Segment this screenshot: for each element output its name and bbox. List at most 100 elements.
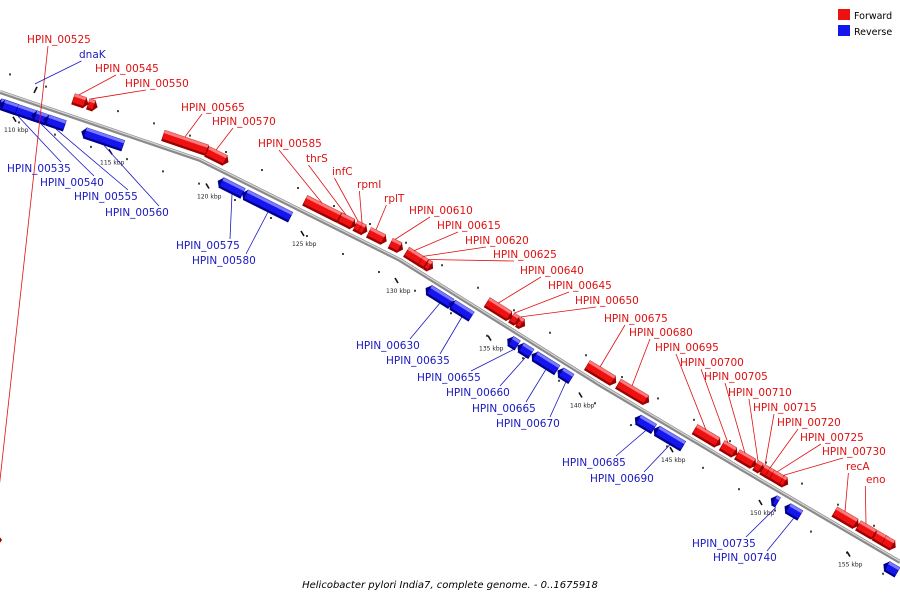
leader-hpin-00535 [17,115,62,163]
gene-label-eno[interactable]: eno [866,474,886,486]
gene-block-hpin-00735[interactable] [768,494,781,508]
gene-block-hpin-00740[interactable] [782,502,804,521]
gene-label-hpin-00695[interactable]: HPIN_00695 [655,342,719,354]
gene-label-dnak[interactable]: dnaK [79,49,107,61]
tick-label: 110 kbp [4,127,29,134]
gene-block-hpin-00545[interactable] [71,93,91,110]
legend: Forward Reverse [838,9,892,38]
gene-label-hpin-00730[interactable]: HPIN_00730 [822,446,886,458]
leader-hpin-00720 [769,428,799,469]
tick-mark [487,335,492,342]
gene-block-hpin-00570[interactable] [204,146,231,168]
gene-block[interactable] [881,560,900,578]
gene-block-hpin-00695[interactable] [691,424,723,450]
gene-block-hpin-00640[interactable] [483,297,515,323]
gene-label-hpin-00715[interactable]: HPIN_00715 [753,402,817,414]
gene-label-hpin-00725[interactable]: HPIN_00725 [800,432,864,444]
gene-block-hpin-00655[interactable] [504,334,521,351]
gene-block-hpin-00635[interactable] [446,298,475,322]
gene-label-hpin-00705[interactable]: HPIN_00705 [704,371,768,383]
gene-label-hpin-00560[interactable]: HPIN_00560 [105,207,169,219]
gene-label-rpmi[interactable]: rpmI [357,179,381,191]
gene-block-hpin-00565[interactable] [161,129,212,157]
gene-block-hpin-00610[interactable] [387,237,405,254]
gene-label-hpin-00550[interactable]: HPIN_00550 [125,78,189,90]
gene-block-hpin-00620[interactable] [417,255,432,271]
gene-block[interactable] [0,99,19,116]
legend-reverse-swatch [838,25,850,36]
gene-label-hpin-00700[interactable]: HPIN_00700 [680,357,744,369]
gene-label-hpin-00735[interactable]: HPIN_00735 [692,538,756,550]
gene-label-hpin-00685[interactable]: HPIN_00685 [562,457,626,469]
gene-label-hpin-00545[interactable]: HPIN_00545 [95,63,159,75]
gene-block-hpin-00650[interactable] [514,316,528,331]
leader-dnak [34,60,82,85]
gene-block-hpin-00660[interactable] [515,341,535,360]
gene-label-hpin-00690[interactable]: HPIN_00690 [590,473,654,485]
gene-label-hpin-00635[interactable]: HPIN_00635 [386,355,450,367]
gene-label-hpin-00655[interactable]: HPIN_00655 [417,372,481,384]
gene-block-hpin-00525[interactable] [0,535,2,546]
gene-block-hpin-00705[interactable] [734,449,759,471]
gene-block-hpin-00580[interactable] [240,188,294,223]
gene-label-reca[interactable]: recA [846,461,870,473]
gene-label-hpin-00525[interactable]: HPIN_00525 [27,34,91,46]
scale-dot [45,85,47,88]
gene-label-thrs[interactable]: thrS [306,153,328,165]
gene-block-hpin-00685[interactable] [632,413,657,435]
gene-label-hpin-00615[interactable]: HPIN_00615 [437,220,501,232]
gene-block-hpin-00555[interactable] [42,114,67,132]
gene-block-hpin-00665[interactable] [529,350,561,376]
gene-label-infc[interactable]: infC [332,166,353,178]
scale-dot [873,524,875,527]
gene-label-hpin-00710[interactable]: HPIN_00710 [728,387,792,399]
gene-label-hpin-00610[interactable]: HPIN_00610 [409,205,473,217]
gene-label-hpin-00535[interactable]: HPIN_00535 [7,163,71,175]
leader-hpin-00555 [55,128,129,191]
gene-block[interactable] [880,535,899,553]
gene-label-hpin-00650[interactable]: HPIN_00650 [575,295,639,307]
gene-block-rplt[interactable] [365,227,389,247]
gene-block-dnak[interactable] [33,86,38,94]
gene-label-hpin-00630[interactable]: HPIN_00630 [356,340,420,352]
gene-block-thrs[interactable] [336,212,358,231]
scale-dot [261,169,263,171]
gene-label-hpin-00620[interactable]: HPIN_00620 [465,235,529,247]
gene-label-hpin-00565[interactable]: HPIN_00565 [181,102,245,114]
leader-hpin-00630 [409,302,441,340]
gene-block-hpin-00680[interactable] [615,378,652,407]
gene-block-hpin-00700[interactable] [718,440,740,460]
gene-label-hpin-00625[interactable]: HPIN_00625 [493,249,557,261]
gene-label-hpin-00555[interactable]: HPIN_00555 [74,191,138,203]
gene-label-hpin-00570[interactable]: HPIN_00570 [212,116,276,128]
gene-label-hpin-00580[interactable]: HPIN_00580 [192,255,256,267]
tick-label: 155 kbp [838,562,863,569]
gene-block-hpin-00625[interactable] [422,259,436,274]
gene-label-hpin-00720[interactable]: HPIN_00720 [777,417,841,429]
gene-block-hpin-00690[interactable] [651,424,687,452]
gene-block-hpin-00670[interactable] [555,366,575,385]
gene-label-hpin-00740[interactable]: HPIN_00740 [713,552,777,564]
gene-label-hpin-00540[interactable]: HPIN_00540 [40,177,104,189]
gene-label-hpin-00665[interactable]: HPIN_00665 [472,403,536,415]
gene-label-hpin-00670[interactable]: HPIN_00670 [496,418,560,430]
gene-block-reca[interactable] [831,506,862,531]
gene-block-hpin-00630[interactable] [423,283,455,309]
gene-label-hpin-00640[interactable]: HPIN_00640 [520,265,584,277]
gene-block-hpin-00645[interactable] [508,312,523,328]
leader-thrs [308,164,347,216]
gene-label-hpin-00645[interactable]: HPIN_00645 [548,280,612,292]
gene-block-rpmi[interactable] [357,222,370,236]
gene-block-hpin-00550[interactable] [86,98,99,113]
gene-label-hpin-00585[interactable]: HPIN_00585 [258,138,322,150]
gene-block-eno[interactable] [855,520,880,542]
gene-label-hpin-00675[interactable]: HPIN_00675 [604,313,668,325]
gene-label-rplt[interactable]: rplT [384,193,405,205]
gene-label-hpin-00680[interactable]: HPIN_00680 [629,327,693,339]
tick-label: 130 kbp [386,288,411,295]
gene-block-hpin-00675[interactable] [583,360,619,387]
gene-block-hpin-00730[interactable] [778,475,790,490]
gene-label-hpin-00575[interactable]: HPIN_00575 [176,240,240,252]
gene-label-hpin-00660[interactable]: HPIN_00660 [446,387,510,399]
gene-block-hpin-00560[interactable] [80,126,126,152]
